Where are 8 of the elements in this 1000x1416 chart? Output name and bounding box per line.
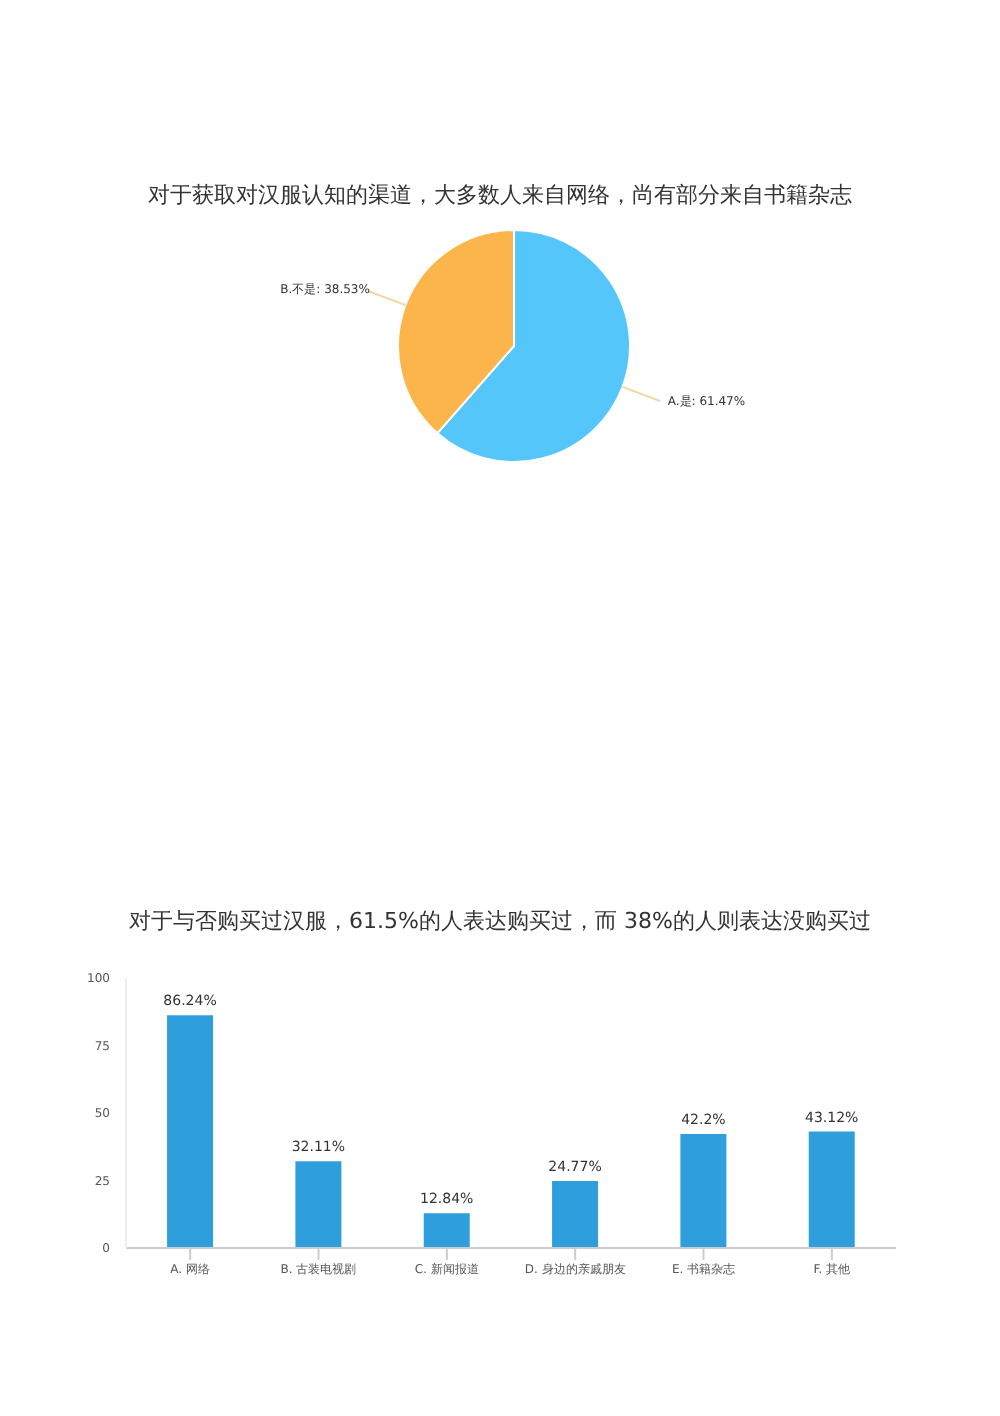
bar bbox=[552, 1181, 599, 1248]
bar bbox=[808, 1131, 855, 1248]
bar bbox=[423, 1213, 470, 1248]
chart-title: 对于与否购买过汉服，61.5%的人表达购买过，而 38%的人则表达没购买过 bbox=[127, 906, 873, 938]
bar bbox=[680, 1134, 727, 1248]
bar bbox=[167, 1015, 214, 1248]
chart-title: 对于获取对汉服认知的渠道，大多数人来自网络，尚有部分来自书籍杂志 bbox=[146, 180, 854, 212]
bar bbox=[295, 1161, 342, 1248]
